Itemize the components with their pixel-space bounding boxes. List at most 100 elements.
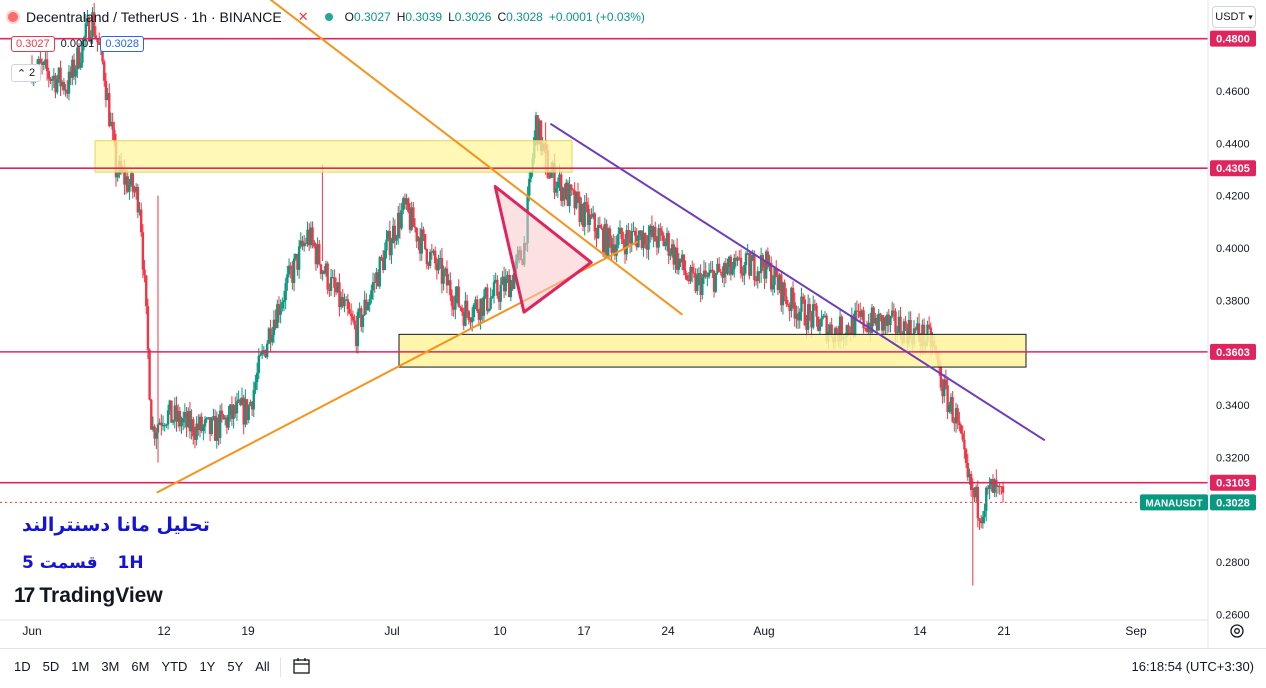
candle-body xyxy=(875,318,879,331)
close-icon[interactable]: ✕ xyxy=(297,9,309,24)
candle-body xyxy=(124,176,128,185)
candle-body xyxy=(129,173,133,185)
price-chart[interactable]: Jun 12 19 Jul 10 17 24 Aug 14 21 Sep 0.4600 0.4400 0.… xyxy=(0,0,1266,648)
candle-body xyxy=(178,411,182,427)
candle-body xyxy=(101,43,104,62)
range-button-ytd[interactable]: YTD xyxy=(161,659,188,674)
candle-body xyxy=(583,201,586,227)
candle-body xyxy=(590,214,593,218)
candle-body xyxy=(796,313,800,321)
currency-button[interactable]: USDT ▾ xyxy=(1212,6,1256,28)
level-label: 0.4800 xyxy=(1216,34,1250,46)
range-button-6m[interactable]: 6M xyxy=(131,659,150,674)
buy-price-button[interactable]: 0.3028 xyxy=(100,36,144,52)
candle-body xyxy=(612,244,615,253)
chevron-up-icon: ⌃ xyxy=(16,67,27,80)
candle-body xyxy=(593,213,596,232)
symbol-title[interactable]: Decentraland / TetherUS · 1h · BINANCE xyxy=(26,9,282,25)
candle-body xyxy=(770,262,773,290)
candle-body xyxy=(220,410,224,415)
indicators-toggle-button[interactable]: ⌃ 2 xyxy=(11,64,41,82)
candle-body xyxy=(857,310,860,312)
candle-body xyxy=(848,332,852,335)
range-button-5y[interactable]: 5Y xyxy=(227,659,244,674)
candle-body xyxy=(704,270,707,277)
candle-body xyxy=(378,257,381,287)
candle-body xyxy=(808,304,812,313)
candle-body xyxy=(165,424,168,426)
candle-body xyxy=(702,270,706,278)
candle-body xyxy=(188,411,192,432)
candle-body xyxy=(146,306,150,350)
candle-body xyxy=(864,328,867,330)
candle-body xyxy=(669,254,672,256)
candle-body xyxy=(213,416,217,441)
candle-body xyxy=(208,417,212,434)
candle-body xyxy=(896,332,899,334)
calendar-goto-icon[interactable] xyxy=(292,657,312,675)
candle-body xyxy=(707,272,711,277)
settings-gear-icon[interactable] xyxy=(1229,623,1245,639)
candle-body xyxy=(160,422,163,426)
candle-body xyxy=(874,318,877,324)
candle-body xyxy=(497,295,501,302)
candle-body xyxy=(163,425,166,427)
candle-body xyxy=(620,227,623,240)
candle-body xyxy=(264,350,267,358)
range-button-1d[interactable]: 1D xyxy=(14,659,31,674)
candle-body xyxy=(81,40,84,63)
candle-body xyxy=(198,416,202,430)
candle-body xyxy=(714,273,717,292)
candle-body xyxy=(235,401,239,414)
candle-body xyxy=(225,417,229,428)
candle-body xyxy=(287,265,291,275)
candle-body xyxy=(304,242,308,244)
candle-body xyxy=(407,198,410,212)
candle-body xyxy=(830,324,833,338)
candle-body xyxy=(902,321,906,344)
candle-body xyxy=(632,230,635,232)
candle-body xyxy=(817,316,820,331)
candle-body xyxy=(504,277,507,292)
mana-logo-icon xyxy=(6,10,20,24)
candle-body xyxy=(976,486,980,519)
candle-body xyxy=(309,227,313,246)
range-button-5d[interactable]: 5D xyxy=(42,659,60,674)
candle-body xyxy=(941,387,944,397)
candle-body xyxy=(951,397,954,422)
market-status-icon[interactable] xyxy=(324,13,333,21)
tradingview-logo[interactable]: 17 TradingView xyxy=(14,584,163,607)
candle-body xyxy=(838,316,842,342)
tradingview-mark-icon: 17 xyxy=(14,584,35,607)
sell-price-button[interactable]: 0.3027 xyxy=(11,36,55,52)
candle-body xyxy=(780,274,783,306)
candle-body xyxy=(306,229,309,244)
range-button-3m[interactable]: 3M xyxy=(101,659,120,674)
candle-body xyxy=(140,209,143,233)
candle-body xyxy=(71,59,74,78)
candle-body xyxy=(417,237,420,242)
candle-body xyxy=(744,253,748,266)
candle-body xyxy=(427,263,430,266)
range-button-1y[interactable]: 1Y xyxy=(199,659,216,674)
candle-body xyxy=(502,276,506,292)
candle-body xyxy=(773,267,776,285)
candle-body xyxy=(556,181,560,188)
candle-body xyxy=(899,316,902,337)
candle-body xyxy=(92,12,96,36)
candle-body xyxy=(482,296,486,316)
candle-body xyxy=(108,93,111,127)
candle-body xyxy=(692,272,696,274)
clock-timezone[interactable]: 16:18:54 (UTC+3:30) xyxy=(1131,659,1254,674)
candle-body xyxy=(961,433,964,440)
candle-body xyxy=(44,59,47,63)
candle-body xyxy=(501,276,504,285)
candle-body xyxy=(964,449,968,463)
descending-trendline-orange xyxy=(269,0,684,316)
range-button-1m[interactable]: 1M xyxy=(71,659,90,674)
candle-body xyxy=(625,230,628,255)
candle-body xyxy=(205,418,208,420)
candle-body xyxy=(605,223,608,256)
candle-body xyxy=(292,258,296,283)
range-button-all[interactable]: All xyxy=(255,659,270,674)
